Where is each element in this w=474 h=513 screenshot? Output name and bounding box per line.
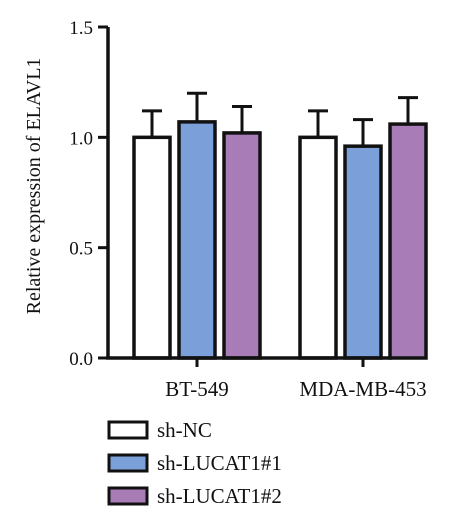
legend-label: sh-LUCAT1#1 <box>157 451 282 475</box>
x-tick-label: MDA-MB-453 <box>299 377 426 401</box>
legend-label: sh-NC <box>157 418 212 442</box>
y-axis: 0.0 0.5 1.0 1.5 <box>69 18 110 370</box>
x-tick-label: BT-549 <box>165 377 228 401</box>
legend: sh-NC sh-LUCAT1#1 sh-LUCAT1#2 <box>107 418 282 508</box>
bar <box>132 135 172 360</box>
bar <box>222 131 262 360</box>
y-tick-label: 0.5 <box>69 239 93 260</box>
y-tick-label: 1.0 <box>69 128 93 149</box>
y-tick-label: 1.5 <box>69 18 93 39</box>
legend-swatch <box>107 420 149 440</box>
legend-label: sh-LUCAT1#2 <box>157 484 282 508</box>
y-axis-title: Relative expression of ELAVL1 <box>23 58 45 315</box>
x-axis: BT-549 MDA-MB-453 <box>106 356 427 401</box>
y-tick-label: 0.0 <box>69 349 93 370</box>
legend-swatch <box>107 453 149 473</box>
bars <box>132 91 428 360</box>
legend-swatch <box>107 486 149 506</box>
bar <box>388 122 428 360</box>
bar <box>298 135 338 360</box>
bar <box>177 120 217 360</box>
bar <box>343 144 383 360</box>
